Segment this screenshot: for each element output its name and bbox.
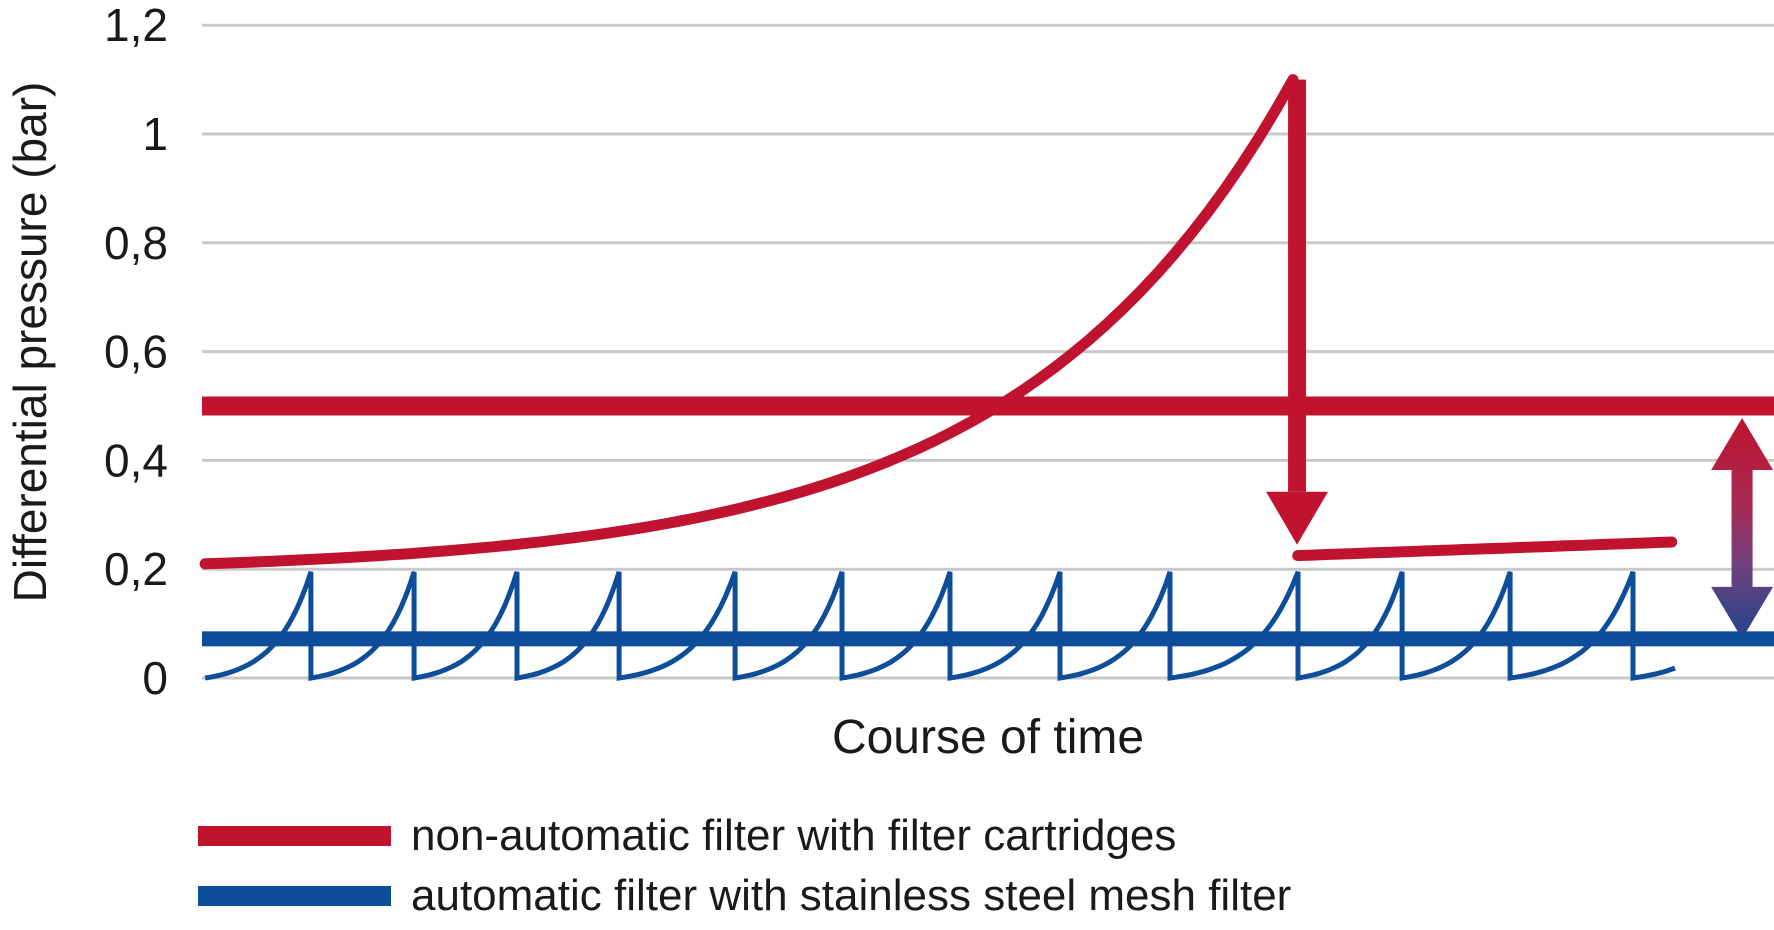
y-axis-label: Differential pressure (bar) xyxy=(4,82,56,603)
pressure-difference-arrow xyxy=(1711,417,1774,639)
pressure-drop-arrow xyxy=(1266,79,1329,545)
y-tick-label: 1,2 xyxy=(104,0,168,51)
arrow-shaft xyxy=(1288,79,1307,492)
y-tick-label: 0,8 xyxy=(104,217,168,269)
legend-item-non-automatic: non-automatic filter with filter cartrid… xyxy=(198,811,1177,860)
legend-swatch-red xyxy=(198,826,391,846)
legend-label: automatic filter with stainless steel me… xyxy=(411,871,1292,920)
legend-swatch-blue xyxy=(198,886,391,906)
y-tick-label: 0,6 xyxy=(104,326,168,378)
threshold-lines xyxy=(202,396,1774,647)
y-tick-label: 0 xyxy=(142,652,168,704)
y-tick-labels: 1,2 1 0,8 0,6 0,4 0,2 0 xyxy=(104,0,168,704)
y-tick-label: 1 xyxy=(142,108,168,160)
arrow-head-down xyxy=(1266,491,1329,545)
gridlines xyxy=(202,23,1774,680)
legend-item-automatic: automatic filter with stainless steel me… xyxy=(198,871,1292,920)
data-series xyxy=(199,74,1678,681)
legend-label: non-automatic filter with filter cartrid… xyxy=(411,811,1177,860)
blue-threshold-line xyxy=(202,631,1774,647)
series-non-automatic-segment xyxy=(199,74,1299,570)
series-automatic-sawtooth xyxy=(204,570,1676,681)
x-axis-label: Course of time xyxy=(832,711,1144,764)
series-non-automatic-segment xyxy=(1292,536,1678,562)
y-tick-label: 0,2 xyxy=(104,543,168,595)
y-tick-label: 0,4 xyxy=(104,434,168,486)
annotations xyxy=(1266,79,1774,639)
